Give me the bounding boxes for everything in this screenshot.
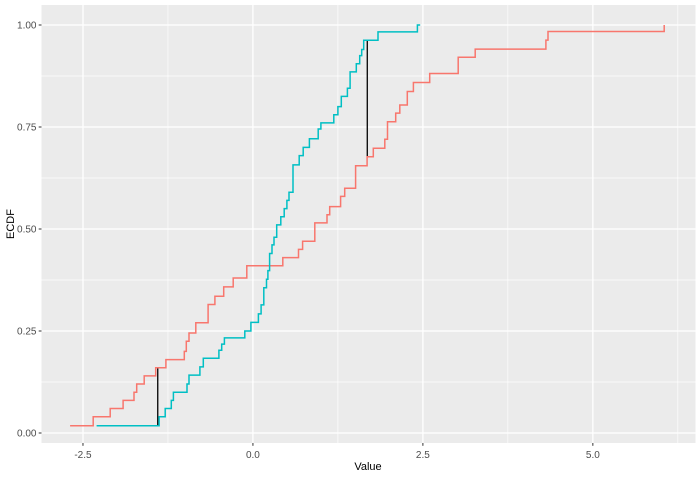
y-axis-title: ECDF bbox=[5, 209, 17, 239]
x-tick-label: -2.5 bbox=[74, 450, 92, 461]
red-series-path bbox=[70, 25, 665, 427]
x-tick-label: 5.0 bbox=[586, 450, 600, 461]
x-tick-label: 0.0 bbox=[246, 450, 260, 461]
y-tick-label: 0.00 bbox=[17, 429, 37, 440]
cyan-series-path bbox=[96, 24, 421, 427]
y-tick-label: 0.50 bbox=[17, 224, 37, 235]
x-axis-title: Value bbox=[354, 461, 382, 473]
y-tick-label: 0.75 bbox=[17, 122, 37, 133]
plot-panel bbox=[41, 5, 696, 443]
y-tick-label: 1.00 bbox=[17, 20, 37, 31]
x-tick-label: 2.5 bbox=[416, 450, 430, 461]
y-tick-label: 0.25 bbox=[17, 327, 37, 338]
